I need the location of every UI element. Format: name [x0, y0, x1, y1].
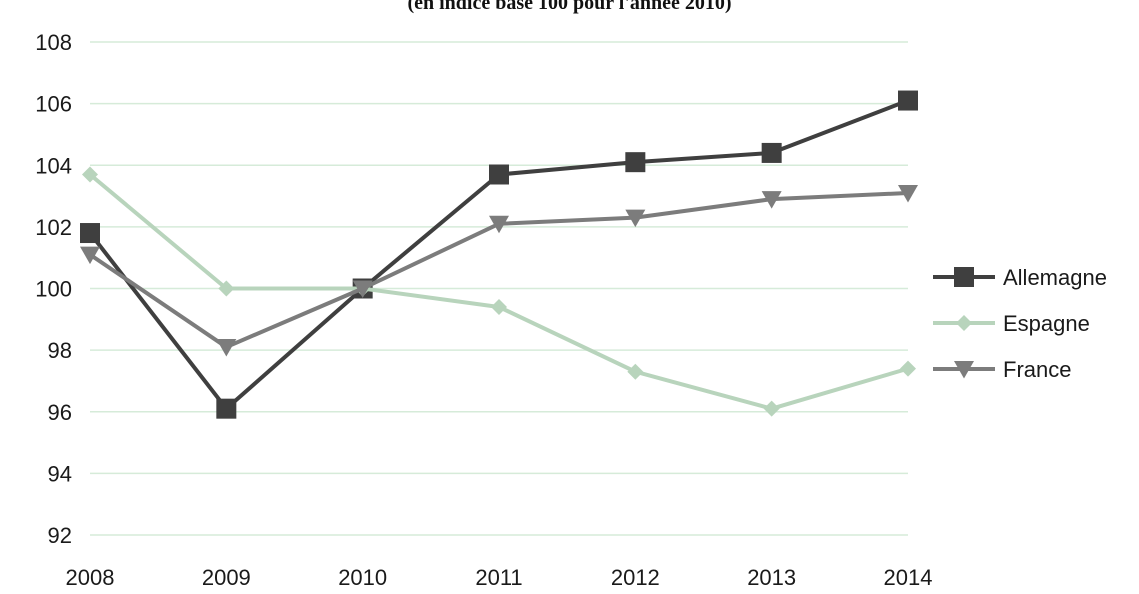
data-point — [763, 400, 780, 417]
data-point — [954, 361, 974, 379]
data-point — [898, 184, 918, 203]
series — [80, 90, 918, 419]
data-point — [625, 209, 646, 228]
data-point — [954, 267, 974, 287]
legend: Allemagne Espagne France — [933, 265, 1107, 382]
x-tick-label: 2008 — [66, 565, 115, 590]
data-point — [627, 363, 644, 380]
data-point — [491, 298, 507, 315]
y-tick-label: 92 — [48, 523, 72, 548]
data-point — [352, 280, 373, 298]
series-allemagne — [80, 90, 918, 419]
data-point — [898, 90, 918, 111]
x-axis: 2008 2009 2010 2011 2012 2013 2014 — [66, 565, 933, 590]
legend-label: Allemagne — [1003, 265, 1107, 290]
series-line — [88, 98, 909, 411]
x-tick-label: 2009 — [202, 565, 251, 590]
data-point — [80, 223, 100, 244]
x-tick-label: 2013 — [747, 565, 796, 590]
y-tick-label: 102 — [35, 215, 72, 240]
data-point — [761, 142, 782, 163]
series-espagne — [82, 166, 916, 417]
data-point — [625, 152, 646, 173]
y-axis: 92 94 96 98 100 102 104 106 108 — [35, 30, 72, 548]
data-point — [900, 360, 916, 377]
x-tick-label: 2010 — [338, 565, 387, 590]
data-point — [216, 339, 237, 357]
data-point — [82, 166, 98, 183]
series-france — [80, 184, 918, 357]
data-point — [761, 191, 782, 209]
data-point — [216, 398, 237, 419]
x-tick-label: 2012 — [611, 565, 660, 590]
y-tick-label: 104 — [35, 153, 72, 178]
data-point — [956, 315, 972, 331]
y-tick-label: 106 — [35, 92, 72, 117]
data-point — [489, 164, 509, 185]
legend-item: Allemagne — [933, 265, 1107, 290]
y-tick-label: 100 — [35, 277, 72, 302]
x-tick-label: 2011 — [475, 565, 522, 590]
y-tick-label: 108 — [35, 30, 72, 55]
legend-label: France — [1003, 357, 1071, 382]
legend-item: France — [933, 357, 1071, 382]
y-tick-label: 96 — [48, 400, 72, 425]
x-tick-label: 2014 — [884, 565, 933, 590]
y-tick-label: 94 — [48, 461, 72, 486]
data-point — [218, 280, 235, 297]
y-tick-label: 98 — [48, 338, 72, 363]
data-point — [489, 215, 509, 234]
series-line — [88, 172, 909, 411]
legend-label: Espagne — [1003, 311, 1090, 336]
legend-item: Espagne — [933, 311, 1090, 336]
data-point — [80, 246, 100, 265]
grid — [90, 41, 908, 536]
chart-title: (en indice base 100 pour l'année 2010) — [407, 0, 732, 14]
